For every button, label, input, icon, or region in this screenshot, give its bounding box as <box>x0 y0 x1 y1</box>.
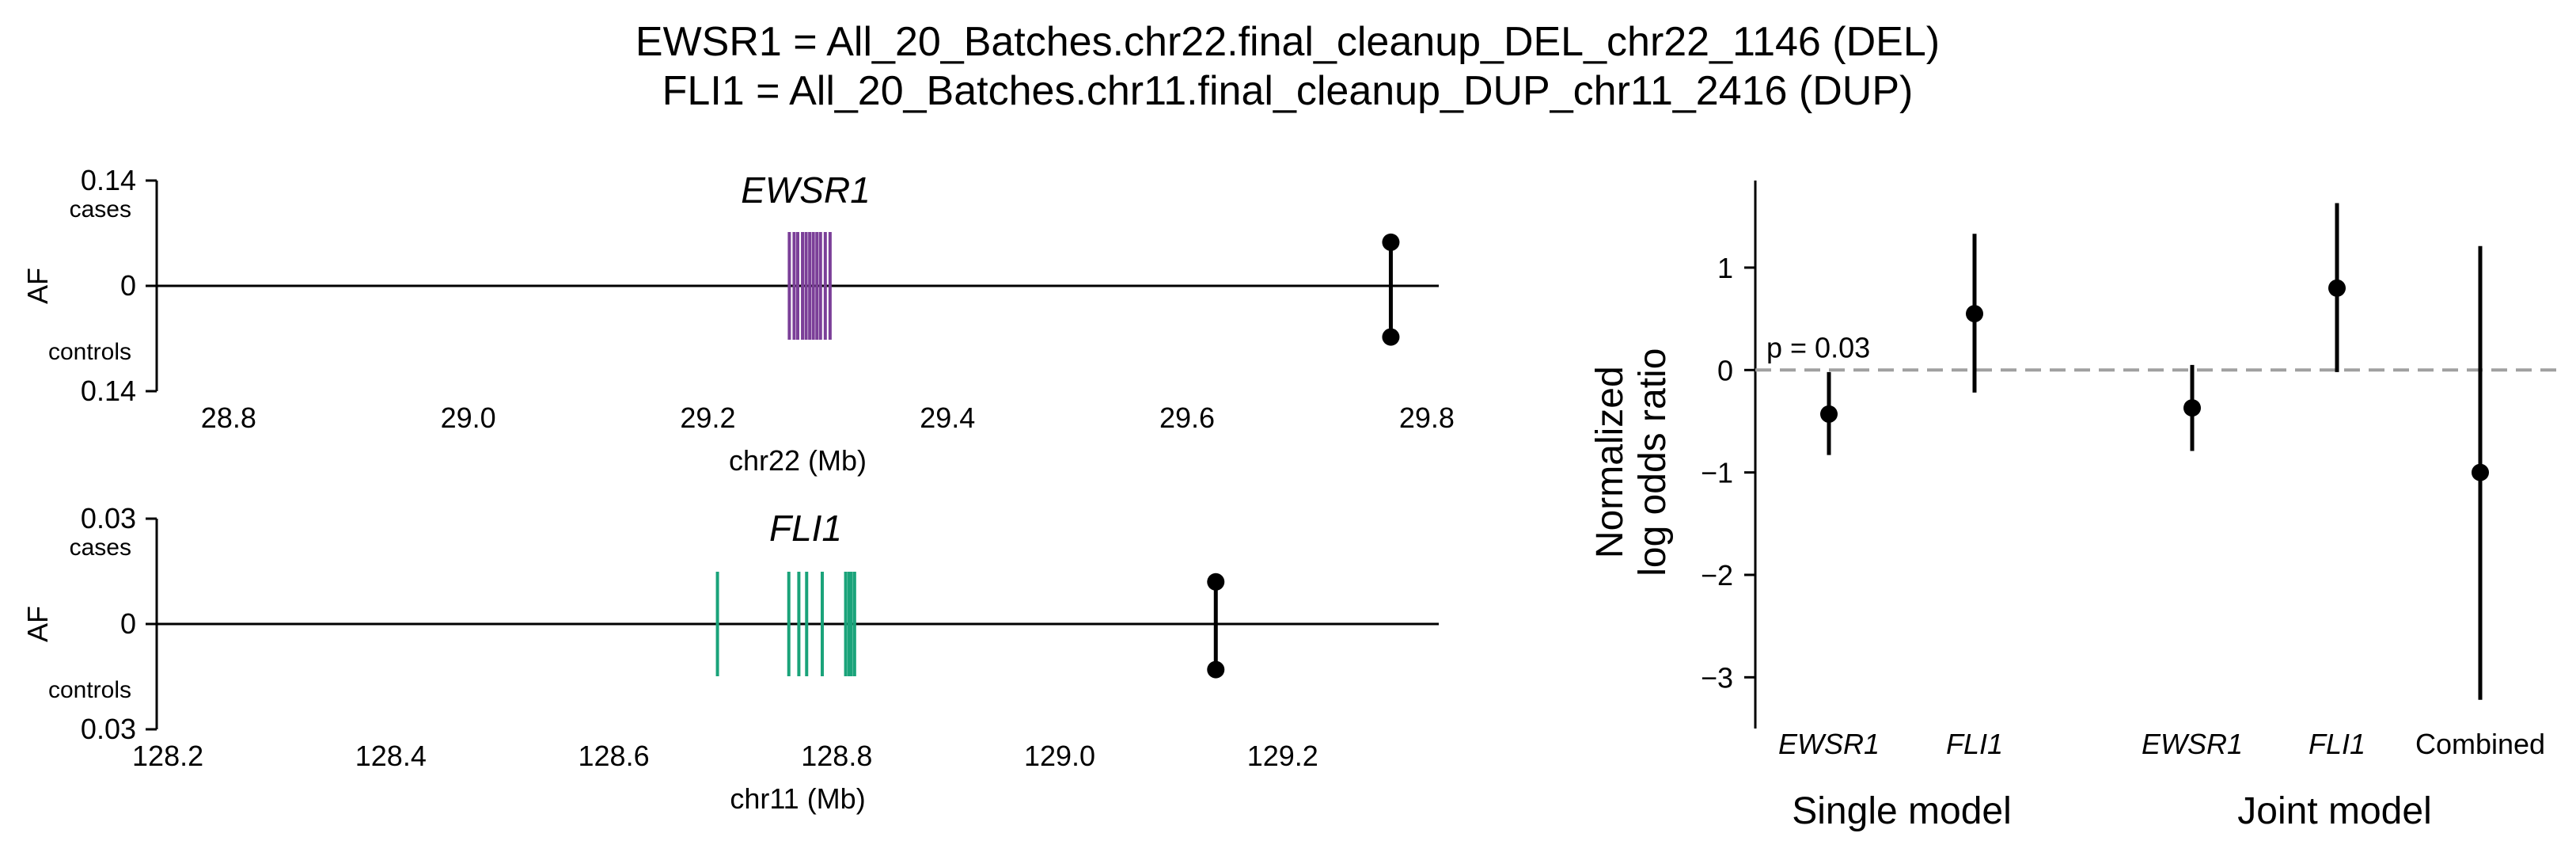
ewsr1-x-tick-label: 29.0 <box>441 401 496 434</box>
or-p-value-annotation: p = 0.03 <box>1766 331 1870 363</box>
ewsr1-x-tick-label: 29.4 <box>920 401 975 434</box>
ewsr1-sv-controls-point <box>1382 328 1400 346</box>
fli1-x-tick-label: 128.8 <box>801 740 872 772</box>
ewsr1-y-axis-label: AF <box>21 268 54 304</box>
or-y-tick-label: −3 <box>1701 661 1733 694</box>
or-y-tick-label: −1 <box>1701 457 1733 489</box>
fli1-x-tick-label: 129.0 <box>1024 740 1095 772</box>
ewsr1-y-tick-label: 0 <box>120 269 136 302</box>
ewsr1-y-tick-label: 0.14 <box>81 375 136 407</box>
ewsr1-sv-cases-point <box>1382 233 1400 251</box>
or-category-label: FLI1 <box>2309 728 2365 760</box>
fli1-y-tick-label: 0.03 <box>81 713 136 745</box>
figure-title-line-1: EWSR1 = All_20_Batches.chr22.final_clean… <box>635 19 1940 65</box>
ewsr1-x-tick-label: 29.8 <box>1399 401 1455 434</box>
or-point-2 <box>2183 399 2201 417</box>
fli1-x-tick-label: 129.2 <box>1247 740 1318 772</box>
ewsr1-cases-label: cases <box>70 196 131 223</box>
ewsr1-controls-label: controls <box>48 339 131 365</box>
fli1-y-axis-label: AF <box>21 606 54 642</box>
fli1-x-tick-label: 128.6 <box>579 740 650 772</box>
or-category-label: FLI1 <box>1946 728 2003 760</box>
fli1-sv-cases-point <box>1207 573 1225 591</box>
ewsr1-x-tick-label: 29.2 <box>680 401 735 434</box>
or-y-axis-label: Normalizedlog odds ratio <box>1589 348 1674 576</box>
or-category-label: EWSR1 <box>1778 728 1880 760</box>
ewsr1-x-tick-label: 28.8 <box>201 401 256 434</box>
fli1-x-tick-label: 128.2 <box>132 740 203 772</box>
or-y-tick-label: 0 <box>1717 354 1733 386</box>
or-y-tick-label: 1 <box>1717 252 1733 284</box>
fli1-sv-controls-point <box>1207 660 1225 679</box>
or-category-label: Combined <box>2415 728 2545 760</box>
or-group-label: Joint model <box>2237 790 2431 832</box>
ewsr1-y-tick-label: 0.14 <box>81 164 136 196</box>
or-y-tick-label: −2 <box>1701 559 1733 592</box>
or-point-1 <box>1966 305 1983 323</box>
fli1-cases-label: cases <box>70 535 131 561</box>
fli1-x-axis-label: chr11 (Mb) <box>730 782 865 815</box>
fli1-y-tick-label: 0.03 <box>81 502 136 535</box>
ewsr1-gene-label: EWSR1 <box>741 169 871 211</box>
or-point-0 <box>1820 405 1838 423</box>
fli1-y-tick-label: 0 <box>120 607 136 640</box>
ewsr1-x-axis-label: chr22 (Mb) <box>729 444 867 477</box>
odds-ratio-panel: 1 0 −1 −2 −3 Normalizedlog odds ratio p = 0.03… <box>1589 181 2556 832</box>
fli1-gene-label: FLI1 <box>769 508 842 549</box>
fli1-controls-label: controls <box>48 677 131 703</box>
figure-title-line-2: FLI1 = All_20_Batches.chr11.final_cleanu… <box>662 68 1914 114</box>
or-point-4 <box>2472 463 2489 481</box>
or-group-label: Single model <box>1792 790 2012 832</box>
fli1-x-tick-label: 128.4 <box>355 740 427 772</box>
or-category-label: EWSR1 <box>2142 728 2243 760</box>
ewsr1-x-tick-label: 29.6 <box>1159 401 1215 434</box>
or-point-3 <box>2328 279 2346 297</box>
